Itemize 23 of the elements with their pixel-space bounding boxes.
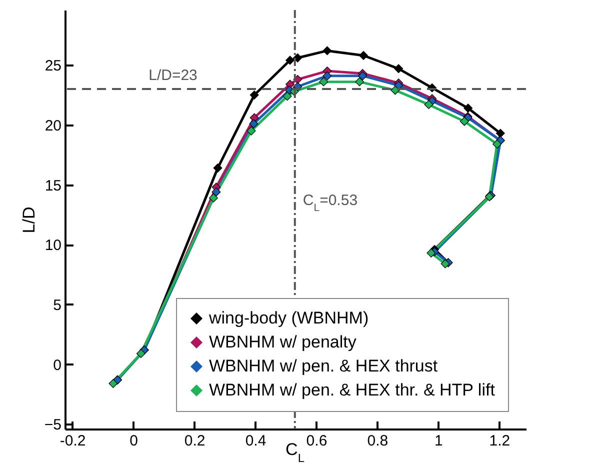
x-tick-label: -0.2	[60, 432, 86, 450]
y-tick-label: 25	[44, 58, 62, 75]
legend-label: WBNHM w/ pen. & HEX thr. & HTP lift	[209, 380, 496, 400]
legend-label: WBNHM w/ penalty	[209, 332, 357, 352]
y-tick-label: 20	[44, 117, 62, 134]
ref-line-label: C$_{L}$=0.53	[302, 192, 358, 214]
legend-label: wing-body (WBNHM)	[208, 308, 369, 328]
y-tick-label: 0	[53, 356, 62, 374]
y-axis-title: L/D	[19, 206, 38, 234]
x-tick-label: 0.8	[367, 432, 388, 450]
ref-line-label: L/D=23	[148, 67, 198, 84]
y-tick-label: 10	[44, 237, 62, 254]
y-tick-label: −5	[44, 416, 62, 434]
x-tick-label: 0	[130, 432, 138, 450]
x-tick-label: 0.4	[245, 432, 266, 450]
x-axis-title: C$_{L}$	[286, 440, 305, 465]
x-tick-label: 0.6	[306, 432, 328, 450]
x-tick-label: 1	[434, 432, 443, 450]
x-tick-label: 1.2	[489, 432, 510, 450]
y-tick-label: 15	[44, 177, 62, 194]
x-tick-label: 0.2	[184, 432, 206, 450]
y-tick-label: 5	[53, 296, 62, 314]
legend-label: WBNHM w/ pen. & HEX thrust	[209, 356, 438, 376]
